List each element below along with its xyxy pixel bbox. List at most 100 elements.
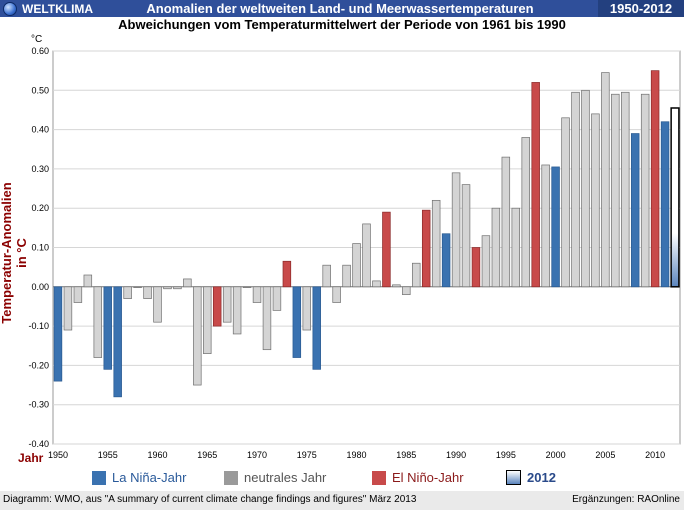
bar-1999 bbox=[541, 164, 550, 288]
bar-1987 bbox=[421, 209, 431, 288]
bar-1974 bbox=[292, 286, 302, 358]
x-tick-label: 1970 bbox=[247, 450, 267, 460]
bar-1954 bbox=[93, 286, 103, 358]
bar-2000 bbox=[551, 166, 560, 288]
x-tick-label: 1950 bbox=[48, 450, 68, 460]
bar-1961 bbox=[163, 286, 172, 290]
bar-1963 bbox=[183, 278, 192, 288]
y-tick-label: 0.00 bbox=[31, 282, 49, 292]
bar-1982 bbox=[372, 280, 381, 288]
y-unit: °C bbox=[31, 34, 43, 45]
bar-1965 bbox=[203, 286, 212, 354]
legend-la-nina: La Niña-Jahr bbox=[92, 470, 186, 485]
legend-2012: 2012 bbox=[506, 470, 556, 485]
bar-1988 bbox=[431, 199, 441, 288]
bar-1979 bbox=[342, 264, 351, 288]
y-tick-label: -0.20 bbox=[28, 360, 49, 370]
x-tick-label: 1965 bbox=[197, 450, 217, 460]
y-tick-labels: 0.60 0.50 0.40 0.30 0.20 0.10 0.00 -0.10 -0.20 -0… bbox=[28, 46, 49, 449]
bar-1958 bbox=[133, 286, 142, 288]
bar-2011 bbox=[660, 121, 670, 288]
bar-1981 bbox=[362, 223, 371, 288]
bar-2008 bbox=[630, 133, 640, 288]
y-tick-label: 0.10 bbox=[31, 243, 49, 253]
y-tick-label: 0.50 bbox=[31, 85, 49, 95]
legend-neutral: neutrales Jahr bbox=[224, 470, 326, 485]
x-tick-label: 1960 bbox=[147, 450, 167, 460]
x-tick-labels: 1950 1955 1960 1965 1970 1975 1980 1985 1990 1995… bbox=[48, 450, 665, 460]
bar-2002 bbox=[571, 91, 580, 288]
bar-1969 bbox=[242, 286, 252, 288]
bar-2006 bbox=[611, 93, 620, 288]
bar-1976 bbox=[312, 286, 321, 370]
bar-2001 bbox=[561, 117, 570, 288]
bar-1962 bbox=[173, 286, 182, 290]
x-tick-label: 1990 bbox=[446, 450, 466, 460]
x-tick-label: 1975 bbox=[297, 450, 317, 460]
bars bbox=[53, 70, 680, 398]
bar-1985 bbox=[402, 286, 411, 296]
bar-1972 bbox=[272, 286, 282, 311]
bar-1950 bbox=[53, 286, 63, 382]
bar-1980 bbox=[352, 243, 361, 288]
bar-1970 bbox=[252, 286, 262, 303]
bar-1966 bbox=[212, 286, 222, 327]
bar-2009 bbox=[640, 93, 650, 288]
bar-1990 bbox=[451, 172, 461, 288]
bar-1992 bbox=[471, 247, 481, 288]
bar-1952 bbox=[73, 286, 83, 303]
footer: Diagramm: WMO, aus "A summary of current… bbox=[0, 491, 684, 510]
legend-swatch-neutral bbox=[224, 470, 238, 485]
header-years: 1950-2012 bbox=[598, 0, 684, 17]
legend: La Niña-Jahr neutrales Jahr El Niño-Jahr… bbox=[0, 470, 684, 488]
bar-1960 bbox=[153, 286, 162, 323]
bar-1973 bbox=[282, 260, 292, 288]
legend-label-neutral: neutrales Jahr bbox=[244, 470, 327, 485]
x-axis-label: Jahr bbox=[18, 451, 44, 465]
x-tick-label: 2000 bbox=[546, 450, 566, 460]
header-title: Anomalien der weltweiten Land- und Meerw… bbox=[146, 1, 534, 16]
bar-1995 bbox=[501, 156, 511, 288]
bar-1953 bbox=[83, 274, 93, 288]
x-tick-label: 2005 bbox=[595, 450, 615, 460]
bar-1975 bbox=[302, 286, 312, 331]
y-tick-label: 0.60 bbox=[31, 46, 49, 56]
bar-1997 bbox=[521, 137, 530, 288]
bar-1986 bbox=[412, 262, 421, 288]
y-tick-label: -0.40 bbox=[28, 439, 49, 449]
legend-label-2012: 2012 bbox=[527, 470, 556, 485]
bar-1957 bbox=[123, 286, 132, 299]
brand: WELTKLIMA bbox=[3, 1, 93, 16]
bar-1991 bbox=[461, 184, 471, 288]
x-tick-label: 1980 bbox=[347, 450, 367, 460]
bar-1967 bbox=[222, 286, 232, 323]
bar-2005 bbox=[601, 72, 610, 288]
footer-credit: Ergänzungen: RAOnline bbox=[572, 494, 680, 505]
bar-1993 bbox=[481, 235, 491, 288]
bar-1998 bbox=[531, 82, 540, 288]
y-tick-label: -0.30 bbox=[28, 400, 49, 410]
y-tick-label: 0.30 bbox=[31, 164, 49, 174]
y-tick-label: 0.40 bbox=[31, 125, 49, 135]
bar-1955 bbox=[103, 286, 112, 370]
bar-2004 bbox=[591, 113, 600, 288]
legend-label-el-nino: El Niño-Jahr bbox=[392, 470, 464, 485]
bar-1971 bbox=[262, 286, 272, 351]
bar-1994 bbox=[491, 207, 501, 288]
legend-swatch-2012 bbox=[506, 470, 521, 485]
brand-label: WELTKLIMA bbox=[22, 1, 94, 16]
x-tick-label: 1955 bbox=[98, 450, 118, 460]
x-tick-label: 1995 bbox=[496, 450, 516, 460]
bar-1959 bbox=[143, 286, 152, 299]
y-tick-label: -0.10 bbox=[28, 321, 49, 331]
legend-label-la-nina: La Niña-Jahr bbox=[112, 470, 187, 485]
legend-swatch-el-nino bbox=[372, 470, 386, 485]
header-bar: WELTKLIMA Anomalien der weltweiten Land-… bbox=[0, 0, 684, 17]
bar-1977 bbox=[322, 264, 331, 288]
bar-chart: 0.60 0.50 0.40 0.30 0.20 0.10 0.00 -0.10 -0.20 -0… bbox=[28, 46, 681, 460]
x-tick-label: 1985 bbox=[396, 450, 416, 460]
y-tick-label: 0.20 bbox=[31, 203, 49, 213]
chart-title: Abweichungen vom Temperaturmittelwert de… bbox=[118, 17, 566, 32]
legend-el-nino: El Niño-Jahr bbox=[372, 470, 464, 485]
